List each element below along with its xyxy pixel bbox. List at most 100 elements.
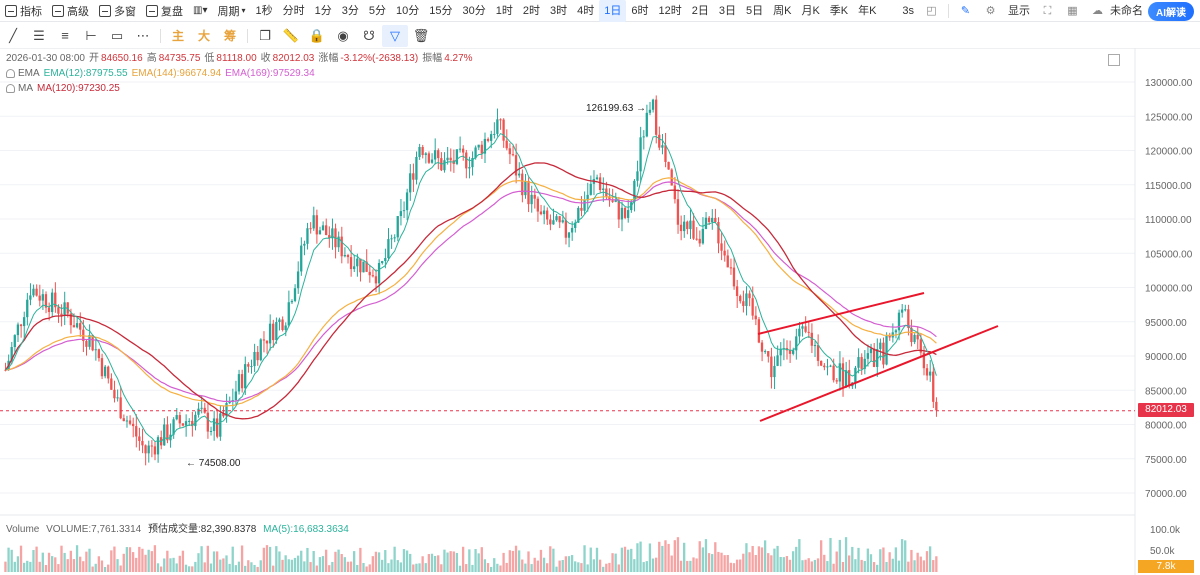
trash-icon[interactable]: 🗑 bbox=[412, 27, 430, 43]
candle-body bbox=[455, 149, 459, 164]
candle-body bbox=[829, 365, 832, 367]
camera-icon[interactable]: ◰ bbox=[926, 4, 937, 17]
main-force-tool[interactable]: 主 bbox=[171, 29, 184, 43]
timeframe-2[interactable]: 1分 bbox=[314, 4, 332, 17]
volume-bar bbox=[57, 564, 60, 572]
timeframe-13[interactable]: 6时 bbox=[631, 4, 649, 17]
candle-body bbox=[505, 140, 508, 149]
ema-row[interactable]: EMA EMA(12):87975.55 EMA(144):96674.94 E… bbox=[6, 66, 477, 81]
candle-body bbox=[763, 351, 767, 353]
candle-body bbox=[328, 235, 331, 239]
candle-body bbox=[863, 358, 866, 369]
settings-icon[interactable]: ⚙ bbox=[985, 4, 996, 17]
copy-icon[interactable]: ❐ bbox=[259, 27, 271, 43]
ruler-icon[interactable]: 📏 bbox=[282, 27, 300, 43]
replay-button[interactable]: 复盘 bbox=[141, 0, 188, 22]
volume-bar bbox=[396, 560, 399, 572]
volume-bar bbox=[390, 559, 393, 572]
timeframe-8[interactable]: 1时 bbox=[495, 4, 513, 17]
refresh-rate[interactable]: 3s bbox=[902, 5, 914, 17]
candle-body bbox=[122, 418, 125, 422]
candle-body bbox=[729, 267, 733, 269]
volume-bar bbox=[399, 562, 403, 572]
volume-bar bbox=[499, 565, 502, 572]
rectangle-tool-icon[interactable]: ▭ bbox=[110, 27, 124, 43]
chart-type-button[interactable]: ▥▾ bbox=[188, 0, 212, 22]
hline-tool-icon[interactable]: ⊢ bbox=[85, 27, 97, 43]
volume-bar bbox=[85, 551, 88, 572]
candle-body bbox=[240, 374, 244, 389]
channel-tool-icon[interactable]: ≡ bbox=[61, 28, 69, 43]
volume-bar bbox=[851, 546, 854, 572]
volume-bar bbox=[247, 560, 250, 572]
ai-interpret-button[interactable]: AI解读 bbox=[1148, 1, 1194, 21]
alert-icon[interactable] bbox=[6, 84, 15, 93]
volume-bar bbox=[461, 546, 465, 572]
volume-bar bbox=[387, 563, 390, 572]
volume-bar bbox=[79, 556, 82, 572]
period-button[interactable]: 周期 ▾ bbox=[217, 5, 246, 18]
timeframe-1[interactable]: 分时 bbox=[282, 4, 305, 17]
fullscreen-icon[interactable]: ⛶ bbox=[1043, 4, 1052, 17]
volume-bar bbox=[798, 539, 801, 572]
timeframe-10[interactable]: 3时 bbox=[549, 4, 568, 17]
candle-body bbox=[97, 349, 101, 359]
volume-bar bbox=[424, 563, 427, 572]
trendline-tool-icon[interactable]: ╱ bbox=[9, 27, 17, 43]
timeframe-11[interactable]: 4时 bbox=[577, 4, 595, 17]
ma-row[interactable]: MA MA(120):97230.25 bbox=[6, 81, 477, 96]
pencil-icon[interactable]: ✎ bbox=[960, 4, 971, 17]
timeframe-14[interactable]: 12时 bbox=[658, 4, 682, 17]
timeframe-20[interactable]: 季K bbox=[829, 4, 849, 17]
indicators-button[interactable]: 指标 bbox=[0, 0, 47, 22]
magnet-icon[interactable]: ☋ bbox=[363, 27, 375, 43]
filter-icon[interactable]: ▽ bbox=[382, 24, 408, 47]
hlines-tool-icon[interactable]: ☰ bbox=[33, 27, 45, 43]
alert-icon[interactable] bbox=[6, 69, 15, 78]
timeframe-18[interactable]: 周K bbox=[773, 4, 792, 17]
timeframe-12[interactable]: 1日 bbox=[599, 0, 627, 22]
expand-icon[interactable] bbox=[1108, 54, 1120, 66]
chip-tool[interactable]: 筹 bbox=[223, 29, 236, 43]
timeframe-3[interactable]: 3分 bbox=[341, 4, 359, 17]
volume-bar bbox=[894, 547, 898, 572]
big-order-tool[interactable]: 大 bbox=[197, 29, 210, 43]
candlestick-chart[interactable]: 130000.00 125000.00 120000.00 115000.00 1100… bbox=[0, 48, 1200, 575]
lock-icon[interactable]: 🔒 bbox=[308, 27, 326, 43]
chevron-down-icon: ▾ bbox=[241, 6, 246, 15]
timeframe-7[interactable]: 30分 bbox=[462, 4, 486, 17]
candle-body bbox=[823, 365, 826, 368]
layout-icon[interactable]: ▦ bbox=[1067, 4, 1078, 17]
price-axis-label: 90000.00 bbox=[1145, 352, 1187, 363]
timeframe-9[interactable]: 2时 bbox=[522, 4, 540, 17]
legend-panel: 2026-01-30 08:00 开 84650.16 高 84735.75 低 81… bbox=[6, 51, 477, 96]
multi-window-button[interactable]: 多窗 bbox=[94, 0, 141, 22]
volume-bar bbox=[141, 548, 144, 572]
volume-bar bbox=[558, 560, 561, 572]
candle-body bbox=[343, 255, 346, 257]
advanced-button[interactable]: 高级 bbox=[47, 0, 94, 22]
timeframe-0[interactable]: 1秒 bbox=[255, 4, 273, 17]
volume-bar bbox=[767, 553, 770, 572]
timeframe-19[interactable]: 月K bbox=[801, 4, 820, 17]
volume-bar bbox=[511, 550, 515, 572]
timeframe-17[interactable]: 5日 bbox=[745, 4, 764, 17]
timeframe-6[interactable]: 15分 bbox=[429, 4, 453, 17]
more-tools-icon[interactable]: ⋯ bbox=[136, 27, 150, 43]
volume-bar bbox=[365, 566, 368, 572]
drawing-toolbar: ╱ ☰ ≡ ⊢ ▭ ⋯ 主 大 筹 ❐ 📏 🔒 ◉ ☋ ▽ 🗑 bbox=[0, 23, 1200, 49]
layout-name[interactable]: 未命名 bbox=[1110, 5, 1143, 17]
timeframe-4[interactable]: 5分 bbox=[368, 4, 386, 17]
ohlc-row: 2026-01-30 08:00 开 84650.16 高 84735.75 低 81… bbox=[6, 53, 473, 64]
volume-bar bbox=[791, 551, 795, 572]
volume-bar bbox=[518, 550, 521, 572]
timeframe-16[interactable]: 3日 bbox=[718, 4, 736, 17]
timeframe-15[interactable]: 2日 bbox=[691, 4, 709, 17]
candle-body bbox=[654, 99, 658, 135]
candle-body bbox=[187, 420, 191, 422]
eye-icon[interactable]: ◉ bbox=[337, 27, 349, 43]
timeframe-21[interactable]: 年K bbox=[858, 4, 877, 17]
timeframe-5[interactable]: 10分 bbox=[395, 4, 420, 17]
volume-bar bbox=[686, 560, 689, 572]
display-button[interactable]: 显示 bbox=[1008, 5, 1030, 17]
